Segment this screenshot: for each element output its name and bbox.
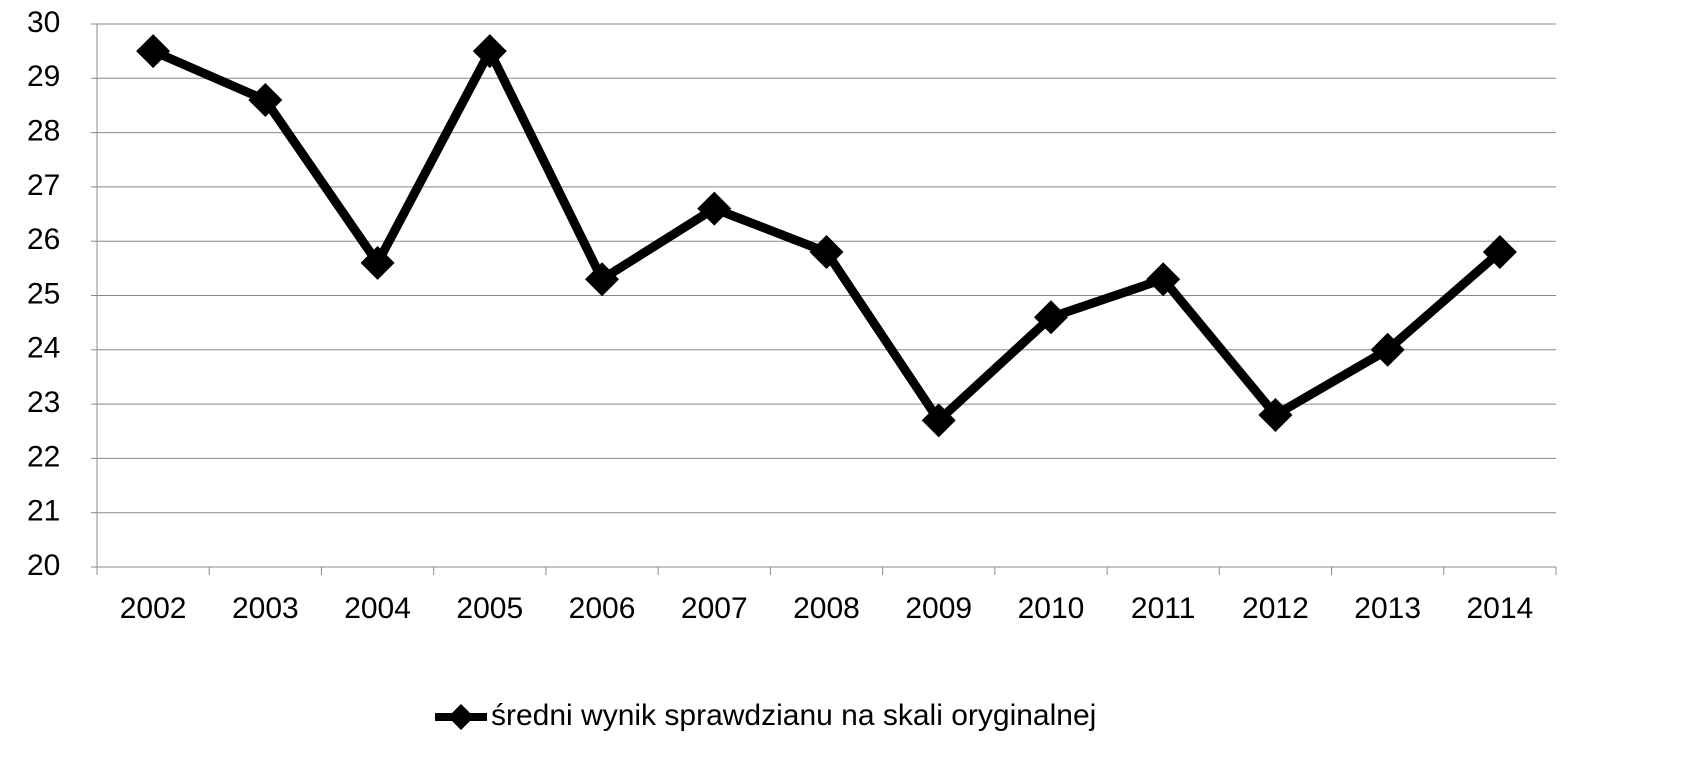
marker <box>248 83 283 118</box>
marker <box>1258 397 1293 432</box>
marker <box>472 34 507 69</box>
y-tick-label: 23 <box>27 386 60 419</box>
y-tick-label: 24 <box>27 332 60 365</box>
marker <box>360 245 395 280</box>
x-tick-label: 2011 <box>1131 592 1196 625</box>
y-tick-label: 29 <box>27 60 60 93</box>
y-tick-label: 30 <box>27 6 60 39</box>
x-tick-label: 2007 <box>681 592 748 625</box>
x-tick-label: 2010 <box>1018 592 1085 625</box>
x-tick-label: 2014 <box>1467 592 1534 625</box>
x-tick-label: 2008 <box>793 592 860 625</box>
y-tick-label: 22 <box>27 440 60 473</box>
x-tick-label: 2005 <box>456 592 523 625</box>
y-tick-label: 26 <box>27 223 60 256</box>
marker <box>1146 262 1181 297</box>
marker <box>1033 300 1068 335</box>
legend-label: średni wynik sprawdzianu na skali orygin… <box>491 699 1096 732</box>
y-tick-label: 28 <box>27 115 60 148</box>
x-tick-label: 2013 <box>1354 592 1421 625</box>
marker <box>585 262 620 297</box>
y-tick-label: 27 <box>27 169 60 202</box>
x-tick-label: 2004 <box>344 592 411 625</box>
legend-marker <box>448 704 474 730</box>
marker <box>1370 332 1405 367</box>
x-tick-label: 2009 <box>905 592 972 625</box>
marker <box>136 34 171 69</box>
marker <box>1482 235 1517 270</box>
marker <box>921 403 956 438</box>
marker <box>697 191 732 226</box>
x-tick-label: 2006 <box>569 592 636 625</box>
y-tick-label: 25 <box>27 277 60 310</box>
marker <box>809 235 844 270</box>
x-tick-label: 2002 <box>120 592 187 625</box>
x-tick-label: 2003 <box>232 592 299 625</box>
y-tick-label: 21 <box>27 495 60 528</box>
x-tick-label: 2012 <box>1242 592 1309 625</box>
y-tick-label: 20 <box>27 549 60 582</box>
